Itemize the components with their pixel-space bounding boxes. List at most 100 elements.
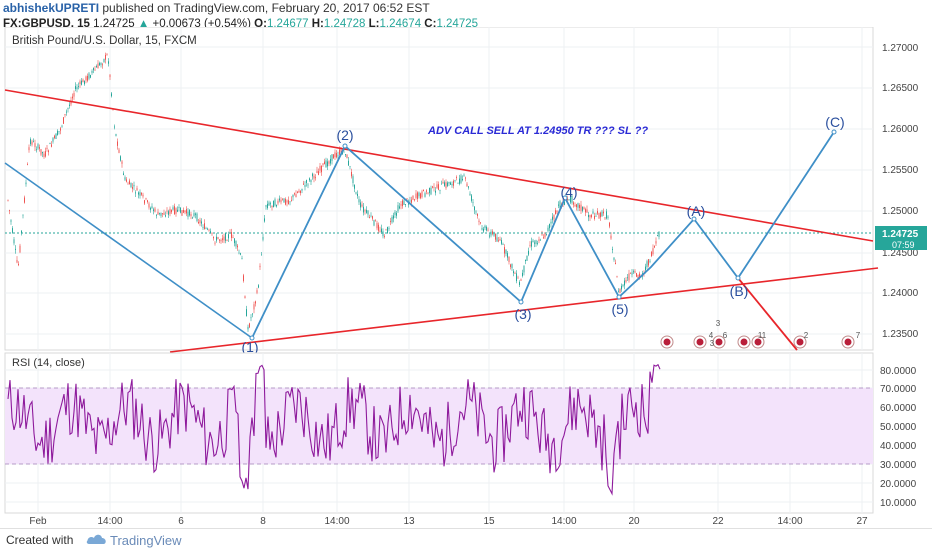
author-link[interactable]: abhishekUPRETI xyxy=(3,1,100,15)
candle-body xyxy=(127,183,129,185)
flag-icon[interactable] xyxy=(841,335,855,349)
tradingview-logo-icon[interactable] xyxy=(86,532,108,546)
candle-body xyxy=(655,241,657,244)
flag-icon[interactable] xyxy=(693,335,707,349)
candle-body xyxy=(394,211,396,215)
candle-body xyxy=(39,147,40,149)
candle-body xyxy=(30,139,31,145)
candle-body xyxy=(370,215,372,217)
wave-label-1[interactable]: (1) xyxy=(241,339,258,355)
candle-body xyxy=(154,208,156,212)
price-tag-value: 1.24725 xyxy=(882,229,919,240)
flag-icon[interactable] xyxy=(660,335,674,349)
candle-body xyxy=(300,190,301,194)
candle-body xyxy=(346,154,348,159)
candle-body xyxy=(538,239,540,242)
candle-body xyxy=(508,256,510,263)
bearish-projection[interactable] xyxy=(737,277,798,351)
candle-body xyxy=(28,147,30,151)
candle-body xyxy=(636,273,637,277)
candle-body xyxy=(310,179,312,183)
candle-body xyxy=(271,205,273,208)
event-count: 3 xyxy=(710,339,715,348)
candle-body xyxy=(445,182,447,189)
wave-label-c[interactable]: (C) xyxy=(825,114,844,130)
wave-labels: (1) (2) (3) (4) (5) (A) (B) (C) xyxy=(241,114,844,355)
candle-body xyxy=(286,200,288,203)
candle-body xyxy=(298,190,300,193)
candle-body xyxy=(297,191,298,193)
candle-body xyxy=(105,54,106,60)
candle-body xyxy=(658,231,660,237)
event-count: 7 xyxy=(856,331,861,340)
candle-body xyxy=(52,138,54,142)
trade-annotation[interactable]: ADV CALL SELL AT 1.24950 TR ??? SL ?? xyxy=(427,125,648,137)
candle-body xyxy=(600,212,601,218)
candle-body xyxy=(619,289,621,294)
candle-body xyxy=(381,228,382,232)
candle-body xyxy=(373,220,375,226)
candle-body xyxy=(529,244,531,246)
candle-body xyxy=(201,221,202,224)
candle-body xyxy=(126,179,127,182)
candle-body xyxy=(654,245,655,248)
candle-body xyxy=(106,54,108,56)
candle-body xyxy=(649,260,651,262)
wave-label-3[interactable]: (3) xyxy=(514,306,531,322)
candle-body xyxy=(216,236,217,241)
candle-body xyxy=(462,178,463,181)
candle-body xyxy=(393,215,394,219)
economic-event-markers[interactable]: 3 4 6 11 3 2 7 xyxy=(660,319,861,349)
candle-body xyxy=(525,259,526,262)
rsi-tick: 60.0000 xyxy=(880,403,917,414)
candle-body xyxy=(493,233,495,236)
candle-body xyxy=(67,108,69,109)
candle-body xyxy=(441,183,442,185)
flag-icon[interactable] xyxy=(793,335,807,349)
candle-body xyxy=(198,222,199,224)
wave-label-5[interactable]: (5) xyxy=(611,301,628,317)
flag-icon[interactable] xyxy=(712,335,726,349)
candle-body xyxy=(306,180,307,183)
channel-line[interactable] xyxy=(4,162,253,339)
wave-label-a[interactable]: (A) xyxy=(687,203,706,219)
lower-trendline[interactable] xyxy=(169,267,879,353)
rsi-tick: 10.0000 xyxy=(880,498,917,509)
main-grid xyxy=(5,27,873,350)
wave-label-b[interactable]: (B) xyxy=(730,283,749,299)
candle-body xyxy=(612,249,613,250)
flag-icon[interactable] xyxy=(737,335,751,349)
candle-body xyxy=(244,296,246,298)
candle-body xyxy=(55,133,57,139)
candle-body xyxy=(652,248,654,255)
candle-body xyxy=(375,220,376,222)
candle-body xyxy=(258,285,259,288)
candle-body xyxy=(109,74,111,78)
upper-trendline[interactable] xyxy=(4,89,874,242)
wave-label-4[interactable]: (4) xyxy=(560,184,577,200)
chart-svg[interactable]: (1) (2) (3) (4) (5) (A) (B) (C) British … xyxy=(0,26,932,532)
candle-body xyxy=(592,211,594,214)
flag-icon[interactable] xyxy=(751,335,765,349)
wave-label-2[interactable]: (2) xyxy=(336,127,353,143)
candle-body xyxy=(133,185,135,187)
price-axis[interactable]: 1.27000 1.26500 1.26000 1.25500 1.25000 … xyxy=(882,43,919,340)
candle-body xyxy=(175,208,177,214)
candle-body xyxy=(228,234,229,239)
tradingview-link[interactable]: TradingView xyxy=(110,533,182,548)
candle-body xyxy=(438,184,439,190)
chart-area[interactable]: (1) (2) (3) (4) (5) (A) (B) (C) British … xyxy=(0,26,932,532)
time-axis[interactable]: Feb 14:00 6 8 14:00 13 15 14:00 20 22 14… xyxy=(29,516,868,527)
candle-body xyxy=(120,156,121,161)
candle-body xyxy=(288,200,289,205)
candle-body xyxy=(213,236,214,239)
candle-body xyxy=(280,199,282,203)
change-up-icon: ▲ xyxy=(137,18,150,30)
candle-body xyxy=(480,222,481,224)
candle-body xyxy=(385,229,387,231)
candle-body xyxy=(307,184,309,186)
candle-body xyxy=(129,180,130,185)
candle-body xyxy=(502,243,504,245)
rsi-axis[interactable]: 80.0000 70.0000 60.0000 50.0000 40.0000 … xyxy=(880,366,917,509)
candle-body xyxy=(520,279,522,281)
